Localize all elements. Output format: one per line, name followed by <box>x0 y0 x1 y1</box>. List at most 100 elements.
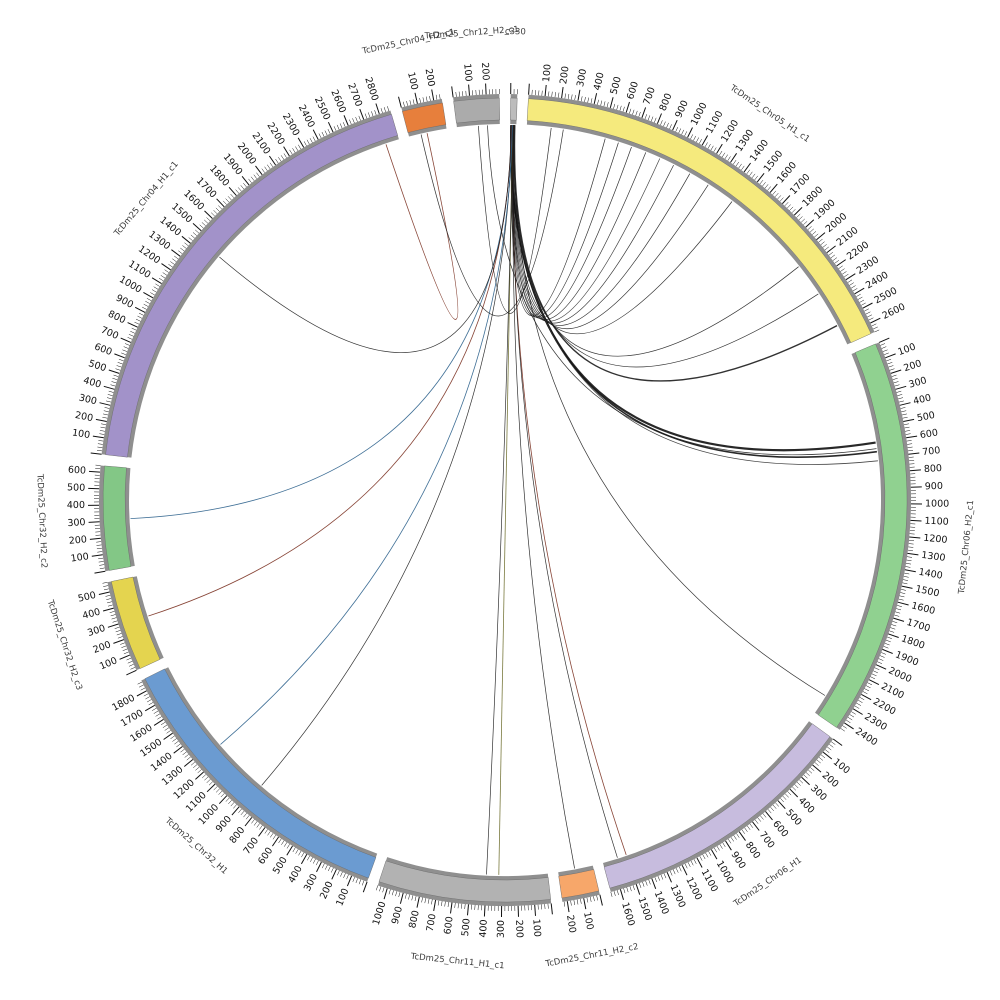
tick-mark <box>99 564 105 566</box>
tick-mark <box>321 863 325 869</box>
tick-mark <box>455 91 457 97</box>
tick-mark <box>856 293 861 297</box>
tick-mark <box>121 352 126 355</box>
tick-mark <box>120 642 125 645</box>
tick-mark <box>864 688 870 692</box>
tick-mark <box>905 433 911 435</box>
tick-mark <box>183 759 194 767</box>
tick-mark <box>759 179 764 185</box>
tick-mark <box>826 245 836 253</box>
tick-mark <box>859 299 865 303</box>
tick-label: 500 <box>67 482 85 494</box>
tick-mark <box>868 317 874 321</box>
tick-label: 600 <box>442 916 455 935</box>
tick-mark <box>684 863 688 869</box>
tick-mark <box>749 171 753 176</box>
tick-mark <box>769 183 778 193</box>
tick-mark <box>388 889 391 895</box>
tick-mark <box>544 904 546 910</box>
tick-mark <box>844 722 854 730</box>
segment-TcDm25_Chr32_H2_c2: 100 200 300 400 500 600 TcDm25_Chr32_H2_c2 <box>34 464 135 574</box>
tick-mark <box>128 663 134 667</box>
tick-mark <box>324 864 328 870</box>
tick-label: 500 <box>87 358 108 374</box>
tick-mark <box>238 808 242 813</box>
tick-mark <box>906 559 912 561</box>
tick-mark <box>182 751 187 756</box>
tick-mark <box>403 101 405 107</box>
tick-mark <box>269 833 274 838</box>
tick-label: 100 <box>71 427 91 441</box>
tick-mark <box>883 646 889 649</box>
tick-mark <box>192 232 197 236</box>
tick-mark <box>895 611 901 614</box>
tick-mark <box>678 128 682 134</box>
segment-arc <box>526 98 872 343</box>
tick-mark <box>899 402 911 406</box>
tick-mark <box>228 800 232 805</box>
tick-label: 500 <box>783 807 803 828</box>
tick-mark <box>435 94 438 100</box>
tick-mark <box>538 90 540 96</box>
tick-mark <box>877 661 883 664</box>
tick-mark <box>908 543 914 545</box>
tick-mark <box>292 847 296 853</box>
tick-mark <box>563 901 566 907</box>
tick-label: 400 <box>912 392 932 407</box>
tick-mark <box>609 97 614 109</box>
tick-label: 1200 <box>683 875 703 902</box>
tick-mark <box>312 136 316 142</box>
tick-mark <box>873 670 879 674</box>
tick-label: 500 <box>609 75 624 95</box>
tick-mark <box>88 470 101 473</box>
tick-mark <box>174 741 179 745</box>
tick-label: 200 <box>74 410 94 424</box>
tick-mark <box>441 901 443 907</box>
tick-mark <box>241 175 250 186</box>
tick-mark <box>104 407 110 409</box>
tick-mark <box>421 897 423 903</box>
tick-mark <box>127 322 138 328</box>
tick-mark <box>854 705 860 709</box>
tick-mark <box>134 321 140 325</box>
tick-mark <box>230 802 235 807</box>
tick-mark <box>206 217 211 222</box>
segment-arc <box>402 102 447 133</box>
tick-mark <box>102 582 108 584</box>
tick-mark <box>150 292 155 296</box>
tick-mark <box>832 738 843 746</box>
tick-mark <box>574 95 576 101</box>
segment-backing <box>526 94 875 345</box>
tick-mark <box>838 265 843 269</box>
tick-mark <box>779 197 784 202</box>
tick-mark <box>896 608 902 611</box>
tick-label: 200 <box>318 880 336 901</box>
tick-mark <box>387 106 390 112</box>
tick-mark <box>613 103 616 109</box>
segment-arc <box>558 869 600 899</box>
segment-label: c330 <box>505 27 526 37</box>
tick-label: 1600 <box>910 600 936 617</box>
tick-mark <box>708 851 712 856</box>
tick-mark <box>587 97 589 103</box>
tick-mark <box>349 119 352 125</box>
tick-mark <box>871 673 877 677</box>
tick-mark <box>639 883 642 888</box>
tick-mark <box>528 83 530 95</box>
tick-mark <box>138 684 144 688</box>
tick-mark <box>654 877 657 883</box>
segment-arc <box>144 668 377 879</box>
tick-mark <box>259 825 263 830</box>
tick-mark <box>245 815 250 820</box>
tick-mark <box>693 135 697 141</box>
tick-mark <box>792 786 797 791</box>
tick-mark <box>346 875 353 887</box>
tick-mark <box>143 693 149 697</box>
tick-mark <box>818 238 823 243</box>
tick-mark <box>103 413 109 416</box>
tick-mark <box>261 168 265 173</box>
tick-mark <box>102 607 114 612</box>
tick-mark <box>645 880 648 886</box>
tick-mark <box>756 172 765 183</box>
tick-mark <box>153 710 159 714</box>
